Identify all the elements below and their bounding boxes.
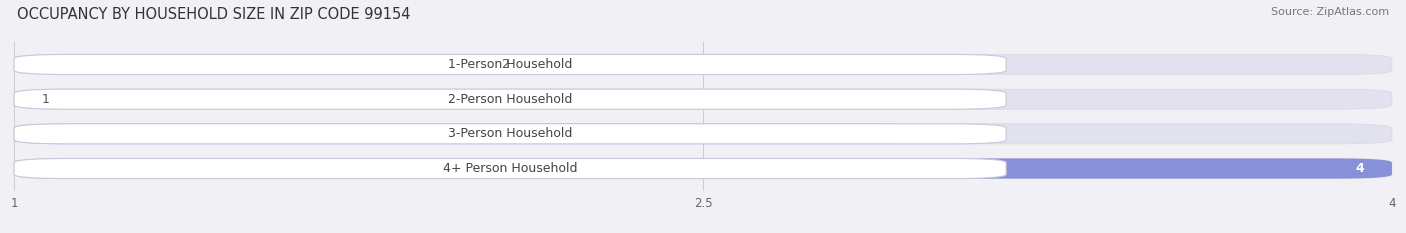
Text: 1-Person Household: 1-Person Household — [449, 58, 572, 71]
Text: 2-Person Household: 2-Person Household — [449, 93, 572, 106]
Text: 1: 1 — [42, 93, 49, 106]
FancyBboxPatch shape — [14, 158, 1392, 178]
Text: 3-Person Household: 3-Person Household — [449, 127, 572, 140]
Text: Source: ZipAtlas.com: Source: ZipAtlas.com — [1271, 7, 1389, 17]
Text: 4+ Person Household: 4+ Person Household — [443, 162, 578, 175]
FancyBboxPatch shape — [14, 89, 1007, 109]
FancyBboxPatch shape — [14, 89, 1392, 109]
FancyBboxPatch shape — [14, 124, 1007, 144]
FancyBboxPatch shape — [14, 158, 1007, 178]
Text: OCCUPANCY BY HOUSEHOLD SIZE IN ZIP CODE 99154: OCCUPANCY BY HOUSEHOLD SIZE IN ZIP CODE … — [17, 7, 411, 22]
Text: 2: 2 — [501, 58, 509, 71]
FancyBboxPatch shape — [14, 55, 1007, 75]
FancyBboxPatch shape — [14, 55, 474, 75]
FancyBboxPatch shape — [14, 55, 1392, 75]
FancyBboxPatch shape — [14, 124, 1392, 144]
Text: 3: 3 — [897, 127, 905, 140]
FancyBboxPatch shape — [14, 124, 932, 144]
Text: 4: 4 — [1355, 162, 1364, 175]
FancyBboxPatch shape — [14, 158, 1392, 178]
